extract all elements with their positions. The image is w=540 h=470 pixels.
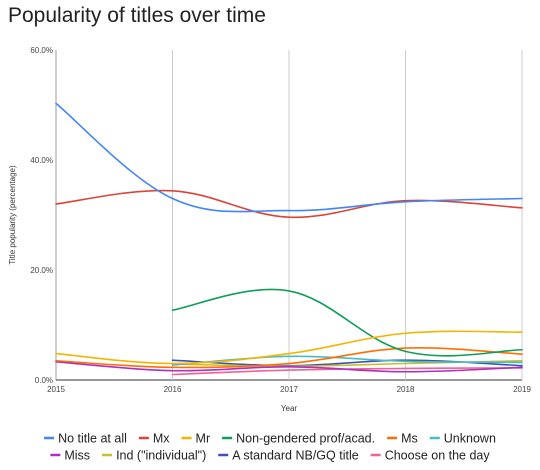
legend-item[interactable]: Ms bbox=[387, 432, 418, 446]
series-line-ms bbox=[55, 347, 523, 369]
chart-title: Popularity of titles over time bbox=[8, 4, 266, 27]
legend-label: Ms bbox=[401, 432, 418, 446]
tick-labels: 2015 2016 2017 2018 2019 0.0% 20.0% 40.0% 60.0% bbox=[30, 46, 531, 394]
legend-label: A standard NB/GQ title bbox=[232, 449, 358, 463]
legend-item[interactable]: Mr bbox=[181, 432, 211, 446]
legend-label: No title at all bbox=[58, 432, 127, 446]
series-line-mr bbox=[55, 330, 523, 365]
y-tick-label: 40.0% bbox=[30, 156, 53, 165]
x-tick-label: 2016 bbox=[164, 385, 182, 394]
series-line-non-gendered-prof-acad bbox=[171, 288, 523, 357]
legend-item[interactable]: Mx bbox=[138, 432, 170, 446]
x-axis-label: Year bbox=[281, 404, 298, 413]
legend-label: Ind ("individual") bbox=[116, 449, 206, 463]
legend-label: Mr bbox=[196, 432, 211, 446]
y-axis-label: Title popularity (percentage) bbox=[8, 165, 17, 265]
series-line-no-title-at-all bbox=[55, 102, 523, 213]
x-tick-label: 2015 bbox=[47, 385, 65, 394]
y-tick-label: 0.0% bbox=[35, 376, 53, 385]
legend-item[interactable]: Choose on the day bbox=[370, 449, 491, 463]
legend-label: Miss bbox=[64, 449, 90, 463]
series-line-mx bbox=[55, 189, 523, 219]
legend-label: Mx bbox=[153, 432, 170, 446]
y-tick-label: 20.0% bbox=[30, 266, 53, 275]
legend-item[interactable]: Non-gendered prof/acad. bbox=[222, 432, 375, 446]
legend: No title at all Mx Mr Non-gendered prof/aca… bbox=[44, 432, 496, 463]
legend-label: Unknown bbox=[444, 432, 496, 446]
grid-lines bbox=[55, 50, 523, 381]
y-tick-label: 60.0% bbox=[30, 46, 53, 55]
legend-item[interactable]: Ind ("individual") bbox=[102, 449, 206, 463]
series-line-miss bbox=[55, 361, 523, 373]
series-line-unknown bbox=[171, 355, 523, 366]
legend-label: Choose on the day bbox=[385, 449, 491, 463]
x-tick-label: 2017 bbox=[280, 385, 298, 394]
series-lines bbox=[55, 102, 523, 376]
legend-item[interactable]: No title at all bbox=[44, 432, 127, 446]
x-tick-label: 2018 bbox=[397, 385, 415, 394]
legend-item[interactable]: A standard NB/GQ title bbox=[218, 449, 359, 463]
legend-label: Non-gendered prof/acad. bbox=[236, 432, 375, 446]
x-tick-label: 2019 bbox=[513, 385, 531, 394]
legend-item[interactable]: Miss bbox=[50, 449, 90, 463]
legend-item[interactable]: Unknown bbox=[429, 432, 496, 446]
